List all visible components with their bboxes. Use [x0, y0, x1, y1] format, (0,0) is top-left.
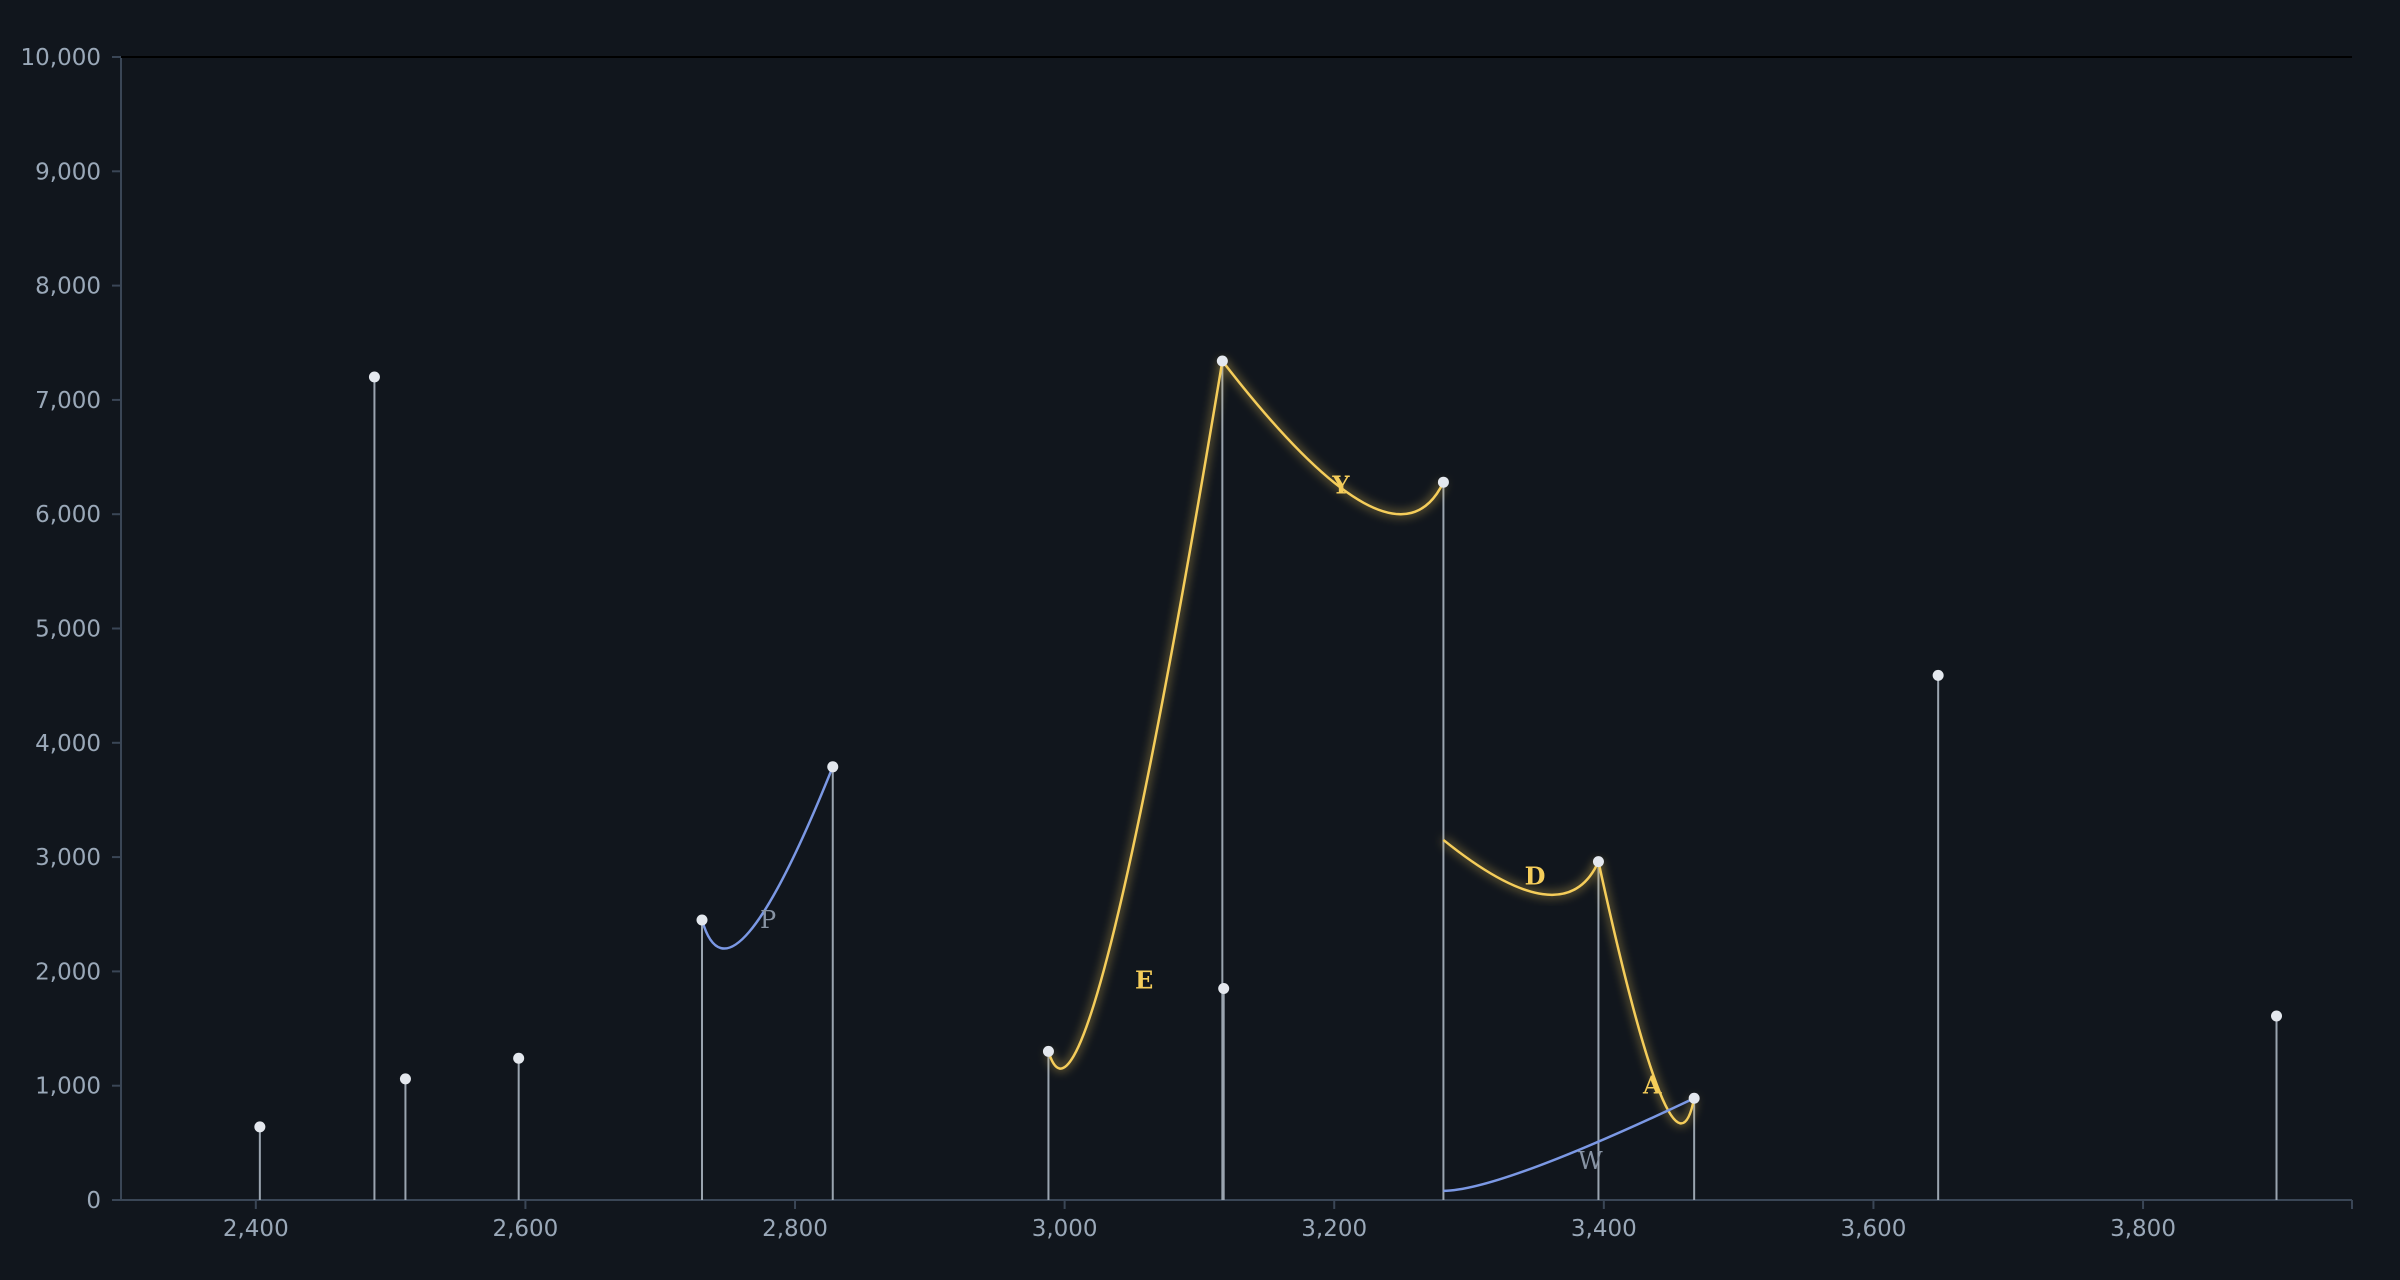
ion-label-d: D	[1525, 862, 1546, 891]
y-tick-label: 2,000	[35, 959, 101, 985]
y-tick-label: 6,000	[35, 502, 101, 528]
peak-marker	[827, 761, 838, 772]
ion-label-w: W	[1578, 1147, 1603, 1175]
y-tick-label: 7,000	[35, 388, 101, 414]
peak-marker	[400, 1073, 411, 1084]
y-tick-label: 5,000	[35, 617, 101, 643]
ion-label-a: A	[1642, 1071, 1662, 1100]
x-tick-label: 3,400	[1571, 1216, 1637, 1242]
x-tick-label: 2,400	[223, 1216, 289, 1242]
ion-label-p: P	[760, 906, 776, 934]
peak-marker	[1438, 477, 1449, 488]
peak-marker	[369, 372, 380, 383]
y-tick-label: 1,000	[35, 1074, 101, 1100]
peak-marker	[1218, 983, 1229, 994]
y-tick-label: 8,000	[35, 274, 101, 300]
y-tick-label: 0	[86, 1188, 101, 1214]
y-tick-label: 10,000	[21, 45, 101, 71]
x-tick-label: 2,600	[492, 1216, 558, 1242]
x-tick-label: 3,800	[2110, 1216, 2176, 1242]
peak-marker	[254, 1121, 265, 1132]
peak-marker	[1689, 1093, 1700, 1104]
x-tick-label: 3,600	[1841, 1216, 1907, 1242]
peak-marker	[1593, 856, 1604, 867]
peak-marker	[1043, 1046, 1054, 1057]
peak-marker	[1217, 356, 1228, 367]
ion-label-y: Y	[1331, 471, 1350, 500]
x-tick-label: 2,800	[762, 1216, 828, 1242]
peak-marker	[1933, 670, 1944, 681]
y-tick-label: 4,000	[35, 731, 101, 757]
peak-marker	[697, 914, 708, 925]
peak-marker	[2271, 1010, 2282, 1021]
x-tick-label: 3,200	[1301, 1216, 1367, 1242]
y-tick-label: 9,000	[35, 159, 101, 185]
x-tick-label: 3,000	[1032, 1216, 1098, 1242]
peak-marker	[513, 1053, 524, 1064]
ion-label-e: E	[1135, 966, 1153, 995]
y-tick-label: 3,000	[35, 845, 101, 871]
